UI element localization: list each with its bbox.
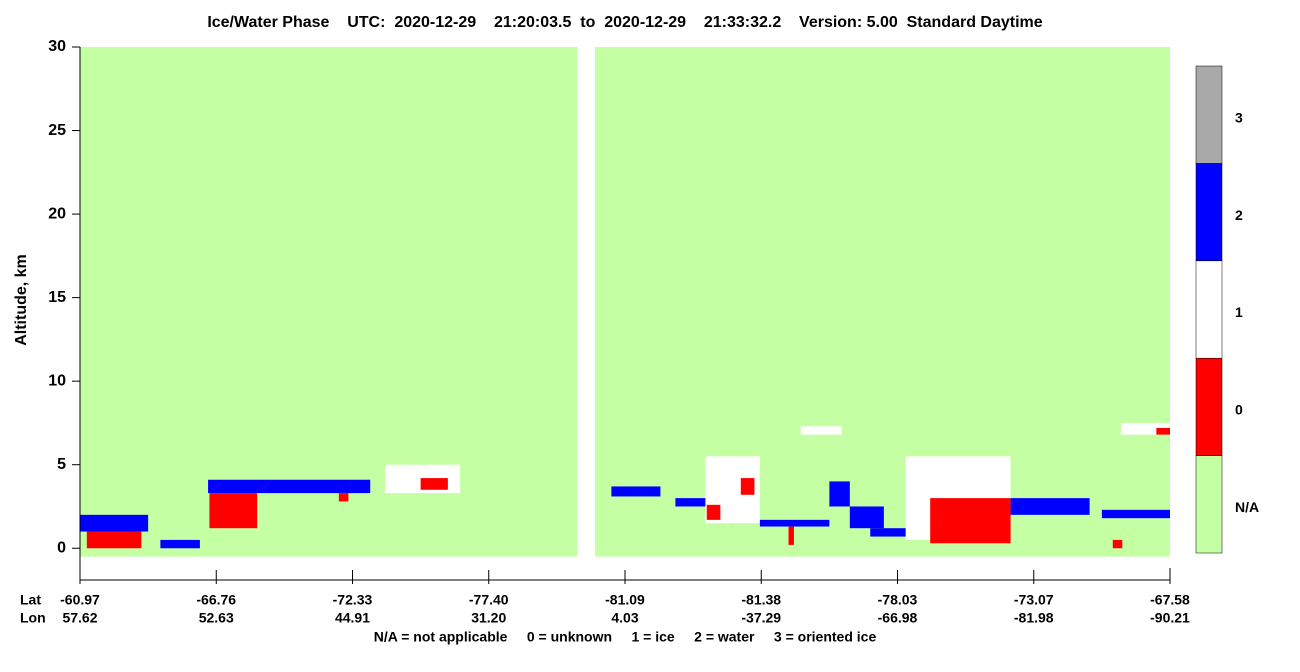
x-tick-label: 52.63 [199, 610, 234, 626]
cloud-feature [759, 519, 830, 527]
cloud-feature [86, 531, 142, 549]
colorbar-segment [1195, 357, 1223, 456]
cloud-feature [1120, 422, 1170, 435]
x-row-name: Lat [20, 592, 41, 608]
colorbar-label: 1 [1235, 304, 1243, 320]
y-tick-label: 5 [57, 456, 66, 473]
y-axis-label: Altitude, km [13, 254, 30, 346]
cloud-feature [420, 478, 448, 490]
x-tick-label: -66.98 [878, 610, 918, 626]
x-tick-label: -73.07 [1014, 592, 1054, 608]
x-tick-label: -81.09 [605, 592, 645, 608]
x-tick-label: -66.76 [196, 592, 236, 608]
cloud-feature [849, 506, 884, 529]
na-region [595, 47, 1170, 557]
cloud-feature [1010, 498, 1090, 515]
cloud-feature [788, 526, 794, 545]
colorbar-label: 3 [1235, 109, 1243, 125]
y-tick-label: 20 [48, 205, 66, 222]
cloud-feature [800, 426, 842, 435]
cloud-feature [338, 493, 349, 502]
cloud-feature [740, 478, 755, 495]
cloud-feature [675, 498, 721, 507]
x-tick-label: 44.91 [335, 610, 370, 626]
x-row-name: Lon [20, 610, 46, 626]
colorbar-segment [1195, 260, 1223, 359]
y-tick-label: 25 [48, 122, 66, 139]
x-tick-label: -72.33 [333, 592, 373, 608]
x-tick-label: -77.40 [469, 592, 509, 608]
cloud-feature [80, 514, 149, 532]
cloud-feature [208, 479, 371, 494]
x-tick-label: 57.62 [62, 610, 97, 626]
cloud-feature [209, 493, 258, 529]
x-tick-label: 31.20 [471, 610, 506, 626]
y-tick-label: 10 [48, 372, 66, 389]
cloud-feature [706, 504, 721, 520]
x-tick-label: -60.97 [60, 592, 100, 608]
colorbar-label: 0 [1235, 402, 1243, 418]
x-tick-label: -37.29 [741, 610, 781, 626]
colorbar-segment [1195, 65, 1223, 164]
cloud-feature [870, 528, 939, 537]
cloud-feature [930, 498, 1011, 544]
cloud-feature [1156, 427, 1170, 435]
x-tick-label: -81.38 [741, 592, 781, 608]
x-tick-label: -78.03 [878, 592, 918, 608]
y-tick-label: 0 [57, 539, 66, 556]
y-tick-label: 15 [48, 289, 66, 306]
footnote: N/A = not applicable 0 = unknown 1 = ice… [374, 629, 877, 645]
cloud-feature [160, 539, 200, 549]
x-tick-label: -81.98 [1014, 610, 1054, 626]
cloud-feature [829, 481, 850, 507]
cloud-feature [611, 486, 661, 497]
colorbar-label: 2 [1235, 207, 1243, 223]
y-tick-label: 30 [48, 38, 66, 55]
colorbar-segment [1195, 163, 1223, 262]
cloud-feature [1101, 509, 1170, 519]
colorbar-segment [1195, 455, 1223, 554]
x-tick-label: -67.58 [1150, 592, 1190, 608]
chart-title: Ice/Water Phase UTC: 2020-12-29 21:20:03… [207, 14, 1042, 31]
na-region [80, 47, 578, 557]
cloud-feature [1112, 539, 1123, 549]
colorbar-label: N/A [1235, 499, 1259, 515]
x-tick-label: 4.03 [611, 610, 638, 626]
x-tick-label: -90.21 [1150, 610, 1190, 626]
